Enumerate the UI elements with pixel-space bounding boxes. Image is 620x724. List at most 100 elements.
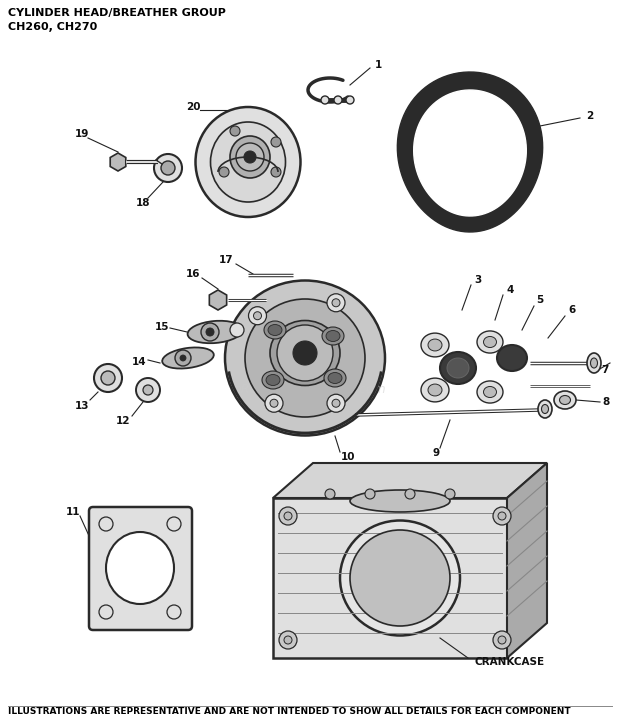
Ellipse shape <box>587 353 601 373</box>
Ellipse shape <box>266 374 280 385</box>
Circle shape <box>236 143 264 171</box>
Ellipse shape <box>421 333 449 357</box>
Ellipse shape <box>421 378 449 402</box>
Circle shape <box>230 323 244 337</box>
Ellipse shape <box>268 324 282 335</box>
Polygon shape <box>210 290 227 310</box>
Circle shape <box>271 167 281 177</box>
Circle shape <box>332 399 340 407</box>
Ellipse shape <box>484 387 497 397</box>
Circle shape <box>161 161 175 175</box>
Text: 11: 11 <box>66 507 80 517</box>
Circle shape <box>279 631 297 649</box>
Ellipse shape <box>230 136 270 178</box>
Ellipse shape <box>428 339 442 351</box>
Circle shape <box>405 489 415 499</box>
Circle shape <box>99 517 113 531</box>
Polygon shape <box>110 153 126 171</box>
Ellipse shape <box>497 345 527 371</box>
Ellipse shape <box>195 107 301 217</box>
Text: 9: 9 <box>432 448 440 458</box>
Circle shape <box>271 137 281 147</box>
Text: 18: 18 <box>136 198 150 208</box>
Ellipse shape <box>262 371 284 389</box>
Circle shape <box>334 96 342 104</box>
Text: 16: 16 <box>186 269 200 279</box>
Circle shape <box>325 489 335 499</box>
Text: 17: 17 <box>219 255 233 265</box>
Ellipse shape <box>350 530 450 626</box>
Ellipse shape <box>264 321 286 339</box>
Circle shape <box>167 517 181 531</box>
Circle shape <box>206 328 214 336</box>
Text: 4: 4 <box>507 285 514 295</box>
Circle shape <box>498 636 506 644</box>
Circle shape <box>346 96 354 104</box>
Circle shape <box>154 154 182 182</box>
Circle shape <box>493 631 511 649</box>
Text: 2: 2 <box>587 111 593 121</box>
Circle shape <box>94 364 122 392</box>
Ellipse shape <box>324 369 346 387</box>
Ellipse shape <box>350 490 450 512</box>
Text: CRANKCASE: CRANKCASE <box>475 657 545 667</box>
Ellipse shape <box>106 532 174 604</box>
Ellipse shape <box>440 352 476 384</box>
Ellipse shape <box>211 122 285 202</box>
Circle shape <box>175 350 191 366</box>
Text: eReplacementParts.com: eReplacementParts.com <box>234 384 386 397</box>
Text: 19: 19 <box>75 129 89 139</box>
Polygon shape <box>273 463 547 498</box>
Circle shape <box>254 312 262 320</box>
Ellipse shape <box>477 381 503 403</box>
Polygon shape <box>414 90 526 216</box>
Circle shape <box>279 507 297 525</box>
Ellipse shape <box>477 331 503 353</box>
Circle shape <box>249 307 267 325</box>
Circle shape <box>136 378 160 402</box>
Ellipse shape <box>225 280 385 436</box>
Circle shape <box>365 489 375 499</box>
Circle shape <box>493 507 511 525</box>
Circle shape <box>284 636 292 644</box>
Text: 20: 20 <box>186 102 200 112</box>
Polygon shape <box>507 463 547 658</box>
Text: 8: 8 <box>603 397 609 407</box>
Ellipse shape <box>328 373 342 384</box>
Ellipse shape <box>340 521 460 636</box>
Circle shape <box>265 395 283 412</box>
Text: 3: 3 <box>474 275 482 285</box>
Text: 13: 13 <box>75 401 89 411</box>
Ellipse shape <box>270 321 340 385</box>
Circle shape <box>180 355 186 361</box>
Text: 6: 6 <box>569 305 575 315</box>
Ellipse shape <box>447 358 469 378</box>
Circle shape <box>284 512 292 520</box>
Ellipse shape <box>590 358 598 368</box>
Ellipse shape <box>322 327 344 345</box>
Ellipse shape <box>554 391 576 409</box>
Circle shape <box>99 605 113 619</box>
Polygon shape <box>397 72 542 232</box>
Text: ILLUSTRATIONS ARE REPRESENTATIVE AND ARE NOT INTENDED TO SHOW ALL DETAILS FOR EA: ILLUSTRATIONS ARE REPRESENTATIVE AND ARE… <box>8 707 570 716</box>
Text: 10: 10 <box>341 452 355 462</box>
Text: 15: 15 <box>155 322 169 332</box>
Circle shape <box>230 126 240 136</box>
Ellipse shape <box>484 337 497 348</box>
Ellipse shape <box>559 395 570 405</box>
Ellipse shape <box>162 348 214 369</box>
FancyBboxPatch shape <box>89 507 192 630</box>
Circle shape <box>270 399 278 407</box>
Text: 7: 7 <box>601 365 609 375</box>
Circle shape <box>167 605 181 619</box>
Text: CYLINDER HEAD/BREATHER GROUP: CYLINDER HEAD/BREATHER GROUP <box>8 8 226 18</box>
Circle shape <box>277 325 333 381</box>
Text: 1: 1 <box>374 60 382 70</box>
Text: CH260, CH270: CH260, CH270 <box>8 22 97 32</box>
Ellipse shape <box>428 384 442 396</box>
Circle shape <box>143 385 153 395</box>
Circle shape <box>293 341 317 365</box>
Text: 5: 5 <box>536 295 544 305</box>
Circle shape <box>327 294 345 312</box>
Ellipse shape <box>188 321 242 343</box>
